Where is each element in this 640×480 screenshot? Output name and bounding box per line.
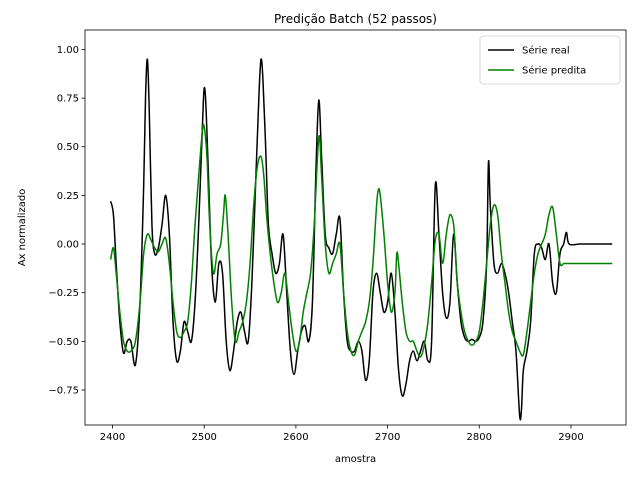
y-tick-label: 0.00: [57, 240, 79, 251]
x-tick-label: 2600: [283, 432, 308, 443]
legend-label: Série predita: [522, 65, 586, 77]
x-axis-ticks: 2400 2500 2600 2700 2800 2900: [100, 425, 584, 443]
x-tick-label: 2900: [558, 432, 583, 443]
x-tick-label: 2500: [191, 432, 216, 443]
y-tick-label: −0.75: [48, 385, 79, 396]
x-tick-label: 2800: [467, 432, 492, 443]
y-axis-label: Ax normalizado: [17, 189, 28, 267]
legend: Série real Série predita: [479, 35, 621, 85]
x-tick-label: 2400: [100, 432, 125, 443]
legend-box: [479, 35, 621, 85]
y-tick-label: 0.75: [57, 94, 79, 105]
x-axis-label: amostra: [335, 454, 376, 465]
y-tick-label: −0.25: [48, 288, 79, 299]
series-line-2: [109, 123, 613, 358]
legend-label: Série real: [522, 45, 570, 57]
axes-frame: [84, 29, 627, 426]
x-tick-label: 2700: [375, 432, 400, 443]
y-tick-label: 0.25: [57, 191, 79, 202]
chart-title: Predição Batch (52 passos): [274, 12, 437, 26]
series-line-1: [109, 58, 613, 421]
y-tick-label: 0.50: [57, 142, 79, 153]
y-tick-label: 1.00: [57, 45, 79, 56]
plot-series: [109, 58, 613, 421]
y-axis-ticks: −0.75 −0.50 −0.25 0.00 0.25 0.50 0.75 1.00: [48, 45, 85, 396]
y-tick-label: −0.50: [48, 337, 79, 348]
